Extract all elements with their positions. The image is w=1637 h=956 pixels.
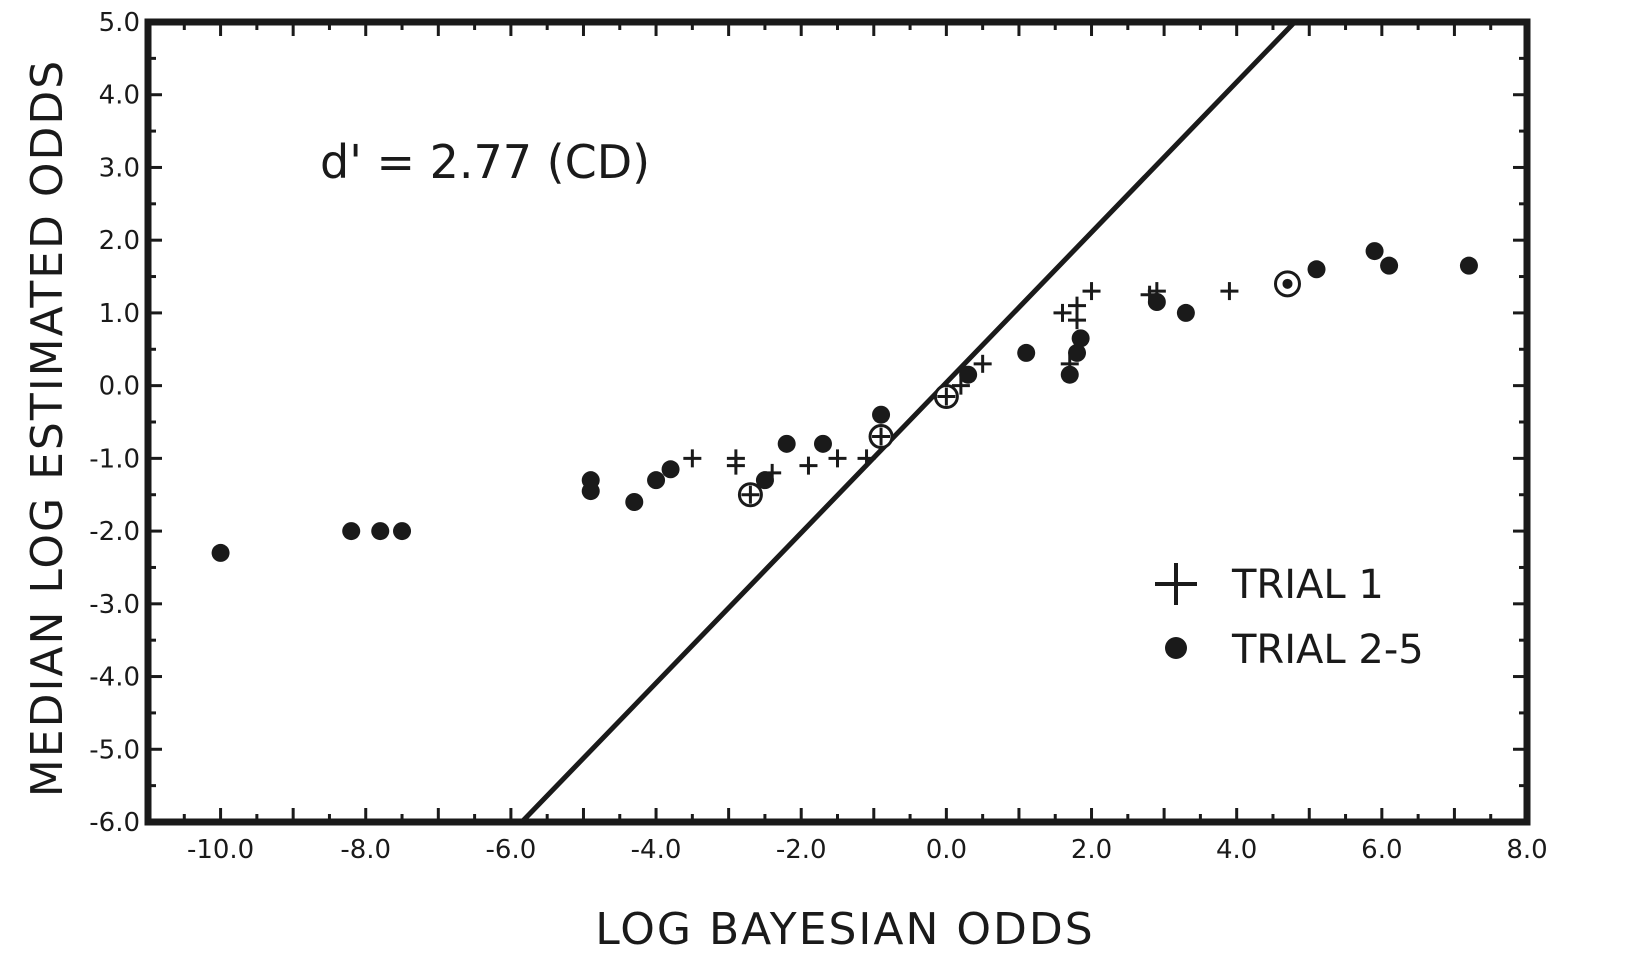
legend-label-trial-1: TRIAL 1 xyxy=(1231,562,1384,608)
reference-line xyxy=(519,20,1297,824)
legend-marker-trial-2-5 xyxy=(1165,637,1187,659)
data-point-trial-2-5 xyxy=(342,522,361,541)
y-tick-label: 5.0 xyxy=(99,8,140,38)
data-point-trial-2-5 xyxy=(647,471,666,490)
x-tick-label: -2.0 xyxy=(776,835,827,865)
x-tick-label: -4.0 xyxy=(631,835,682,865)
data-point-trial-2-5 xyxy=(1307,260,1326,279)
x-tick-label: -10.0 xyxy=(187,835,254,865)
data-point-trial-2-5 xyxy=(1071,329,1090,348)
data-point-trial-2-5 xyxy=(1147,293,1166,311)
x-tick-label: -8.0 xyxy=(340,835,391,865)
y-tick-label: 4.0 xyxy=(99,81,140,111)
data-point-trial-2-5 xyxy=(1068,343,1087,362)
y-tick-label: -4.0 xyxy=(89,663,140,693)
data-point-trial-2-5 xyxy=(1017,343,1036,362)
x-tick-label: -6.0 xyxy=(486,835,537,865)
d-prime-annotation: d' = 2.77 (CD) xyxy=(320,135,650,189)
y-tick-label: -6.0 xyxy=(89,808,140,838)
data-point-trial-2-5 xyxy=(777,434,796,453)
data-point-trial-2-5 xyxy=(1060,365,1079,384)
legend-label-trial-2-5: TRIAL 2-5 xyxy=(1231,627,1424,673)
data-point-trial-2-5 xyxy=(755,471,774,490)
data-point-trial-2-5 xyxy=(581,482,600,501)
data-point-trial-2-5 xyxy=(371,522,390,541)
legend: TRIAL 1 TRIAL 2-5 xyxy=(1155,562,1424,673)
y-tick-label: -2.0 xyxy=(89,517,140,547)
x-tick-label: 8.0 xyxy=(1506,835,1547,865)
data-point-trial-2-5 xyxy=(813,434,832,453)
data-point-trial-2-5 xyxy=(1459,256,1478,275)
y-tick-label: -3.0 xyxy=(89,590,140,620)
data-point-trial-2-5 xyxy=(211,543,230,562)
data-point-trial-2-5 xyxy=(1380,256,1399,275)
data-point-trial-2-5 xyxy=(872,405,891,424)
data-point-circled-dot-center xyxy=(1282,278,1293,289)
y-axis-title: MEDIAN LOG ESTIMATED ODDS xyxy=(22,59,73,797)
legend-marker-trial-1 xyxy=(1155,563,1197,605)
y-tick-label: 0.0 xyxy=(99,372,140,402)
data-point-trial-2-5 xyxy=(1365,242,1384,261)
y-tick-label: 3.0 xyxy=(99,153,140,183)
data-point-trial-2-5 xyxy=(625,493,644,511)
data-point-trial-2-5 xyxy=(959,365,978,384)
data-point-trial-2-5 xyxy=(1176,303,1195,322)
y-tick-label: 1.0 xyxy=(99,299,140,329)
x-tick-label: 6.0 xyxy=(1361,835,1402,865)
y-tick-label: 2.0 xyxy=(99,226,140,256)
y-tick-label: -1.0 xyxy=(89,444,140,474)
data-point-trial-2-5 xyxy=(393,522,412,541)
x-axis-title: LOG BAYESIAN ODDS xyxy=(595,904,1094,955)
data-point-trial-2-5 xyxy=(661,460,680,479)
x-tick-label: 4.0 xyxy=(1216,835,1257,865)
x-tick-label: 2.0 xyxy=(1071,835,1112,865)
y-tick-label: -5.0 xyxy=(89,735,140,765)
x-tick-label: 0.0 xyxy=(926,835,967,865)
